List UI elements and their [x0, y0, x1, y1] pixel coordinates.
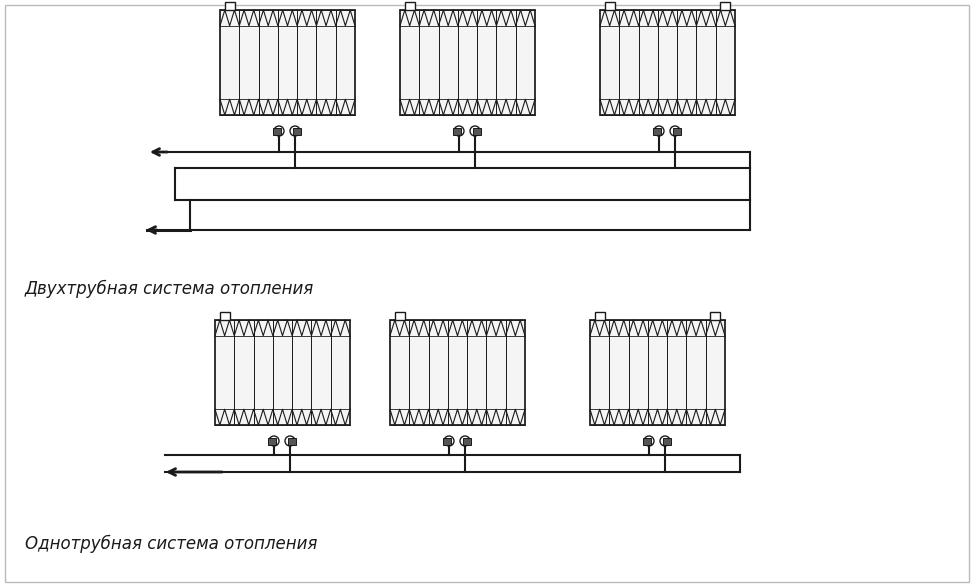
- Circle shape: [670, 126, 680, 136]
- Bar: [443, 437, 451, 444]
- Bar: [293, 127, 301, 134]
- Bar: [273, 127, 281, 134]
- Circle shape: [285, 436, 295, 446]
- Bar: [653, 127, 661, 134]
- Bar: [215, 320, 350, 425]
- Bar: [473, 127, 481, 134]
- Text: Двухтрубная система отопления: Двухтрубная система отопления: [25, 280, 315, 298]
- Bar: [405, 2, 415, 10]
- Bar: [720, 2, 730, 10]
- Circle shape: [290, 126, 300, 136]
- Bar: [600, 10, 735, 115]
- Bar: [453, 127, 461, 134]
- Bar: [220, 312, 230, 320]
- Circle shape: [660, 436, 670, 446]
- Circle shape: [470, 126, 480, 136]
- Circle shape: [654, 126, 664, 136]
- Bar: [400, 10, 535, 115]
- Bar: [463, 437, 471, 444]
- Bar: [605, 2, 615, 10]
- Bar: [643, 437, 651, 444]
- Circle shape: [274, 126, 284, 136]
- Bar: [225, 2, 235, 10]
- Bar: [288, 437, 296, 444]
- Circle shape: [444, 436, 454, 446]
- Circle shape: [644, 436, 654, 446]
- Circle shape: [460, 436, 470, 446]
- Bar: [663, 437, 671, 444]
- Bar: [268, 437, 276, 444]
- Bar: [710, 312, 720, 320]
- Bar: [590, 320, 725, 425]
- Circle shape: [269, 436, 279, 446]
- Bar: [395, 312, 405, 320]
- Bar: [673, 127, 681, 134]
- Bar: [390, 320, 525, 425]
- Text: Однотрубная система отопления: Однотрубная система отопления: [25, 535, 318, 553]
- Bar: [595, 312, 605, 320]
- Circle shape: [454, 126, 464, 136]
- Bar: [220, 10, 355, 115]
